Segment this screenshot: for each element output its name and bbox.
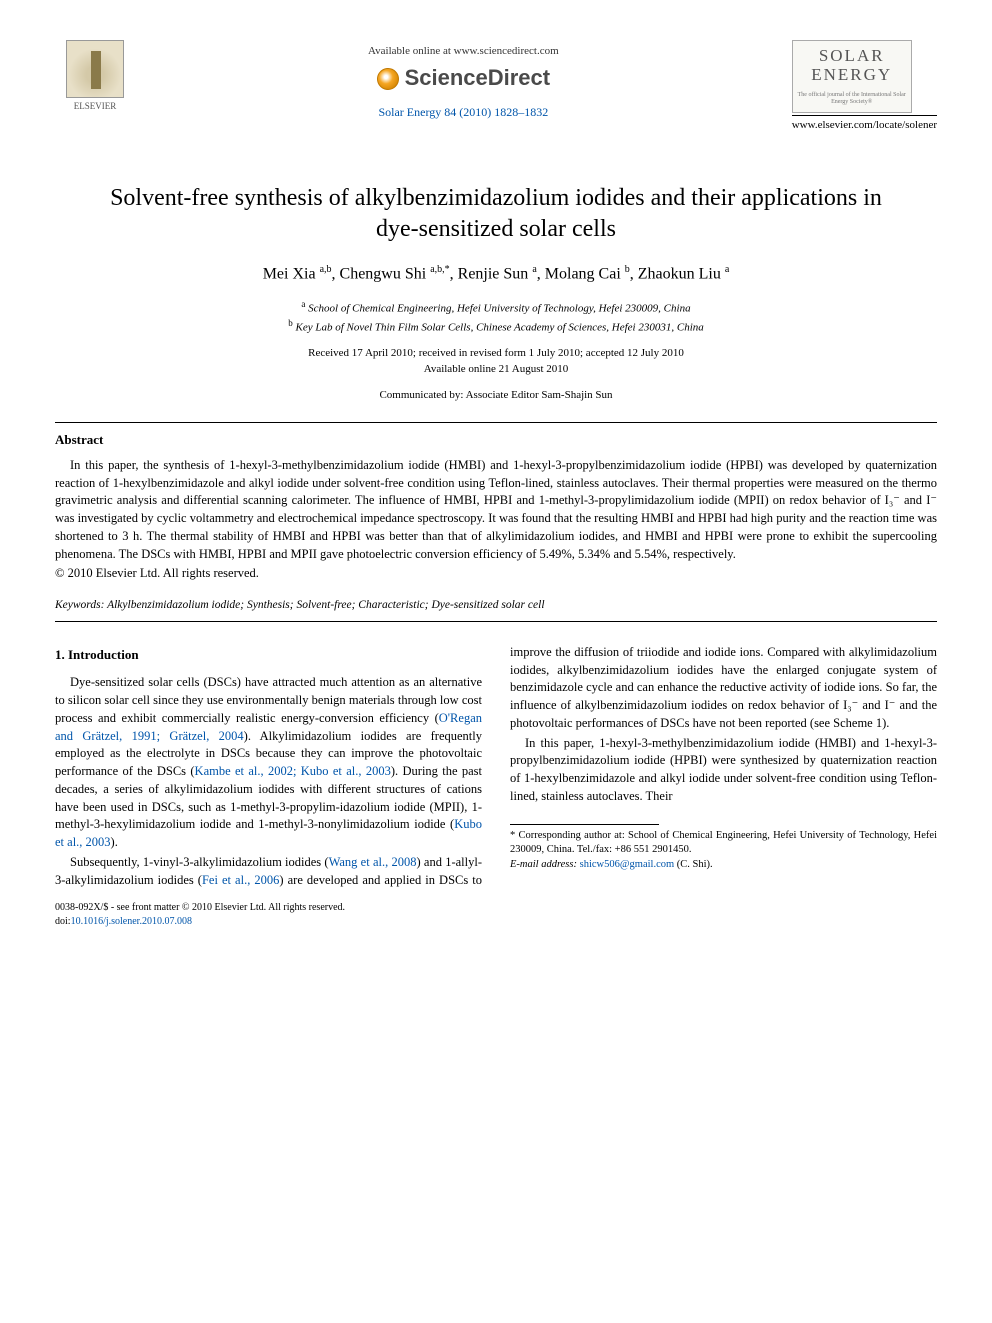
affiliations: a School of Chemical Engineering, Hefei …: [55, 298, 937, 336]
abstract-body: In this paper, the synthesis of 1-hexyl-…: [55, 457, 937, 564]
citation-kambe[interactable]: Kambe et al., 2002; Kubo et al., 2003: [195, 764, 391, 778]
sciencedirect-wordmark: ScienceDirect: [405, 63, 551, 94]
elsevier-tree-icon: [66, 40, 124, 98]
section-1-heading: 1. Introduction: [55, 646, 482, 664]
sciencedirect-logo: ScienceDirect: [377, 63, 551, 94]
divider-bottom: [55, 621, 937, 622]
journal-reference[interactable]: Solar Energy 84 (2010) 1828–1832: [135, 104, 792, 121]
journal-cover-title-1: SOLAR: [797, 47, 907, 66]
abstract-copyright: © 2010 Elsevier Ltd. All rights reserved…: [55, 565, 937, 583]
abstract-heading: Abstract: [55, 431, 937, 449]
footnote-rule: [510, 824, 659, 825]
center-header: Available online at www.sciencedirect.co…: [135, 40, 792, 121]
corresponding-email-line: E-mail address: shicw506@gmail.com (C. S…: [510, 858, 937, 873]
journal-cover: SOLAR ENERGY The official journal of the…: [792, 40, 912, 113]
body-columns: 1. Introduction Dye-sensitized solar cel…: [55, 644, 937, 889]
corresponding-author-note: * Corresponding author at: School of Che…: [510, 829, 937, 873]
article-title: Solvent-free synthesis of alkylbenzimida…: [95, 183, 897, 245]
article-dates: Received 17 April 2010; received in revi…: [55, 346, 937, 378]
keywords-label: Keywords:: [55, 599, 104, 611]
dates-line-1: Received 17 April 2010; received in revi…: [55, 346, 937, 362]
affiliation-b: b Key Lab of Novel Thin Film Solar Cells…: [55, 317, 937, 336]
divider-top: [55, 422, 937, 423]
footer-left: 0038-092X/$ - see front matter © 2010 El…: [55, 901, 345, 928]
footnote-block: * Corresponding author at: School of Che…: [510, 824, 937, 873]
dates-line-2: Available online 21 August 2010: [55, 362, 937, 378]
keywords-line: Keywords: Alkylbenzimidazolium iodide; S…: [55, 597, 937, 613]
doi-line: doi:10.1016/j.solener.2010.07.008: [55, 915, 345, 929]
intro-paragraph-3: In this paper, 1-hexyl-3-methylbenzimida…: [510, 735, 937, 806]
available-online-text: Available online at www.sciencedirect.co…: [135, 44, 792, 59]
journal-cover-block: SOLAR ENERGY The official journal of the…: [792, 40, 937, 163]
issn-line: 0038-092X/$ - see front matter © 2010 El…: [55, 901, 345, 915]
citation-wang[interactable]: Wang et al., 2008: [329, 855, 417, 869]
journal-cover-title-2: ENERGY: [797, 66, 907, 85]
page-footer: 0038-092X/$ - see front matter © 2010 El…: [55, 901, 937, 928]
citation-fei[interactable]: Fei et al., 2006: [202, 873, 279, 887]
communicated-by: Communicated by: Associate Editor Sam-Sh…: [55, 388, 937, 403]
publisher-name: ELSEVIER: [55, 100, 135, 113]
abstract-text: In this paper, the synthesis of 1-hexyl-…: [55, 457, 937, 564]
email-suffix: (C. Shi).: [677, 859, 713, 870]
email-address[interactable]: shicw506@gmail.com: [580, 859, 675, 870]
sciencedirect-swirl-icon: [377, 68, 399, 90]
journal-url[interactable]: www.elsevier.com/locate/solener: [792, 118, 937, 133]
author-list: Mei Xia a,b, Chengwu Shi a,b,*, Renjie S…: [55, 263, 937, 286]
keywords-text: Alkylbenzimidazolium iodide; Synthesis; …: [107, 599, 544, 611]
doi-link[interactable]: 10.1016/j.solener.2010.07.008: [71, 916, 192, 927]
intro-paragraph-1: Dye-sensitized solar cells (DSCs) have a…: [55, 674, 482, 852]
page-header: ELSEVIER Available online at www.science…: [55, 40, 937, 163]
corresponding-text: * Corresponding author at: School of Che…: [510, 829, 937, 858]
elsevier-logo: ELSEVIER: [55, 40, 135, 113]
affiliation-a: a School of Chemical Engineering, Hefei …: [55, 298, 937, 317]
journal-cover-subtitle: The official journal of the Internationa…: [797, 92, 907, 105]
email-label: E-mail address:: [510, 859, 577, 870]
